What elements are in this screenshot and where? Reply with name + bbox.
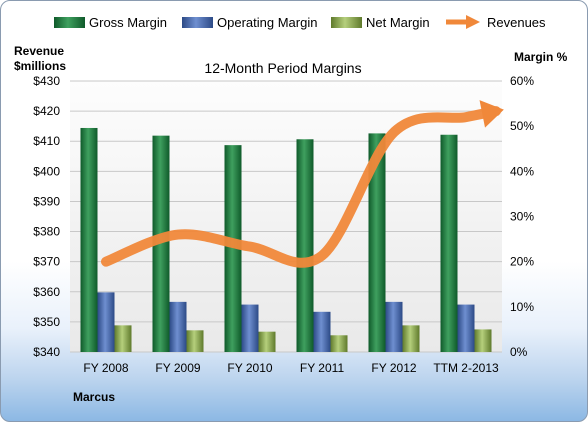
bar-gross-margin	[224, 145, 242, 352]
legend-swatch-gross	[54, 17, 85, 28]
legend-label-net: Net Margin	[366, 15, 430, 30]
left-axis-tick-label: $360	[33, 285, 60, 299]
x-axis-tick-label: FY 2008	[83, 361, 128, 375]
watermark: Marcus	[73, 390, 115, 404]
right-axis-label: Margin %	[514, 50, 568, 64]
legend: Gross Margin Operating Margin Net Margin…	[54, 15, 546, 30]
bar-operating-margin	[385, 301, 403, 352]
bar-net-margin	[258, 331, 276, 352]
legend-swatch-operating	[182, 17, 213, 28]
left-axis-tick-label: $340	[33, 345, 60, 359]
left-axis-tick-label: $420	[33, 104, 60, 118]
bar-net-margin	[186, 330, 204, 352]
bar-operating-margin	[313, 311, 331, 352]
gridlines	[70, 80, 502, 353]
bar-operating-margin	[169, 301, 187, 352]
bar-gross-margin	[440, 134, 458, 352]
left-axis-tick-label: $400	[33, 164, 60, 178]
left-axis-label-line1: Revenue	[14, 44, 64, 58]
x-axis-tick-label: FY 2009	[155, 361, 200, 375]
chart-title: 12-Month Period Margins	[204, 60, 361, 76]
left-axis-ticks: $430 $420 $410 $400 $390 $380 $370 $360 $350 $340	[33, 74, 60, 359]
legend-label-revenues: Revenues	[487, 15, 546, 30]
right-axis-tick-label: 50%	[510, 119, 534, 133]
left-axis-label-line2: $millions	[14, 59, 66, 73]
bar-net-margin	[114, 325, 132, 352]
bar-gross-margin	[296, 139, 314, 352]
left-axis-tick-label: $390	[33, 194, 60, 208]
right-axis-tick-label: 60%	[510, 74, 534, 88]
x-axis-tick-label: TTM 2-2013	[433, 361, 499, 375]
legend-label-operating: Operating Margin	[217, 15, 317, 30]
legend-label-gross: Gross Margin	[89, 15, 167, 30]
bar-gross-margin	[80, 127, 98, 353]
revenues-line	[101, 100, 504, 268]
right-axis-tick-label: 40%	[510, 164, 534, 178]
left-axis-tick-label: $370	[33, 255, 60, 269]
x-axis-tick-label: FY 2010	[227, 361, 272, 375]
right-axis-tick-label: 30%	[510, 210, 534, 224]
right-axis-tick-label: 10%	[510, 300, 534, 314]
bar-operating-margin	[97, 292, 115, 352]
legend-swatch-net	[331, 17, 362, 28]
plot-area	[70, 81, 502, 352]
x-axis-tick-label: FY 2012	[371, 361, 416, 375]
bar-net-margin	[402, 325, 420, 352]
right-axis-ticks: 60% 50% 40% 30% 20% 10% 0%	[510, 74, 534, 359]
bar-net-margin	[474, 329, 492, 352]
bar-gross-margin	[368, 133, 386, 352]
right-axis-tick-label: 0%	[510, 345, 528, 359]
right-axis-tick-label: 20%	[510, 255, 534, 269]
left-axis-tick-label: $430	[33, 74, 60, 88]
legend-arrowhead-icon	[466, 15, 480, 29]
x-axis-tick-label: FY 2011	[300, 361, 345, 375]
bar-net-margin	[330, 335, 348, 352]
bar-operating-margin	[457, 304, 475, 352]
left-axis-tick-label: $350	[33, 315, 60, 329]
left-axis-tick-label: $380	[33, 225, 60, 239]
bars	[80, 127, 492, 353]
left-axis-tick-label: $410	[33, 134, 60, 148]
bar-operating-margin	[241, 304, 259, 352]
revenues-arrowhead-icon	[479, 100, 504, 128]
bar-gross-margin	[152, 135, 170, 352]
x-axis-ticks: FY 2008 FY 2009 FY 2010 FY 2011 FY 2012 TTM 2…	[83, 361, 499, 375]
